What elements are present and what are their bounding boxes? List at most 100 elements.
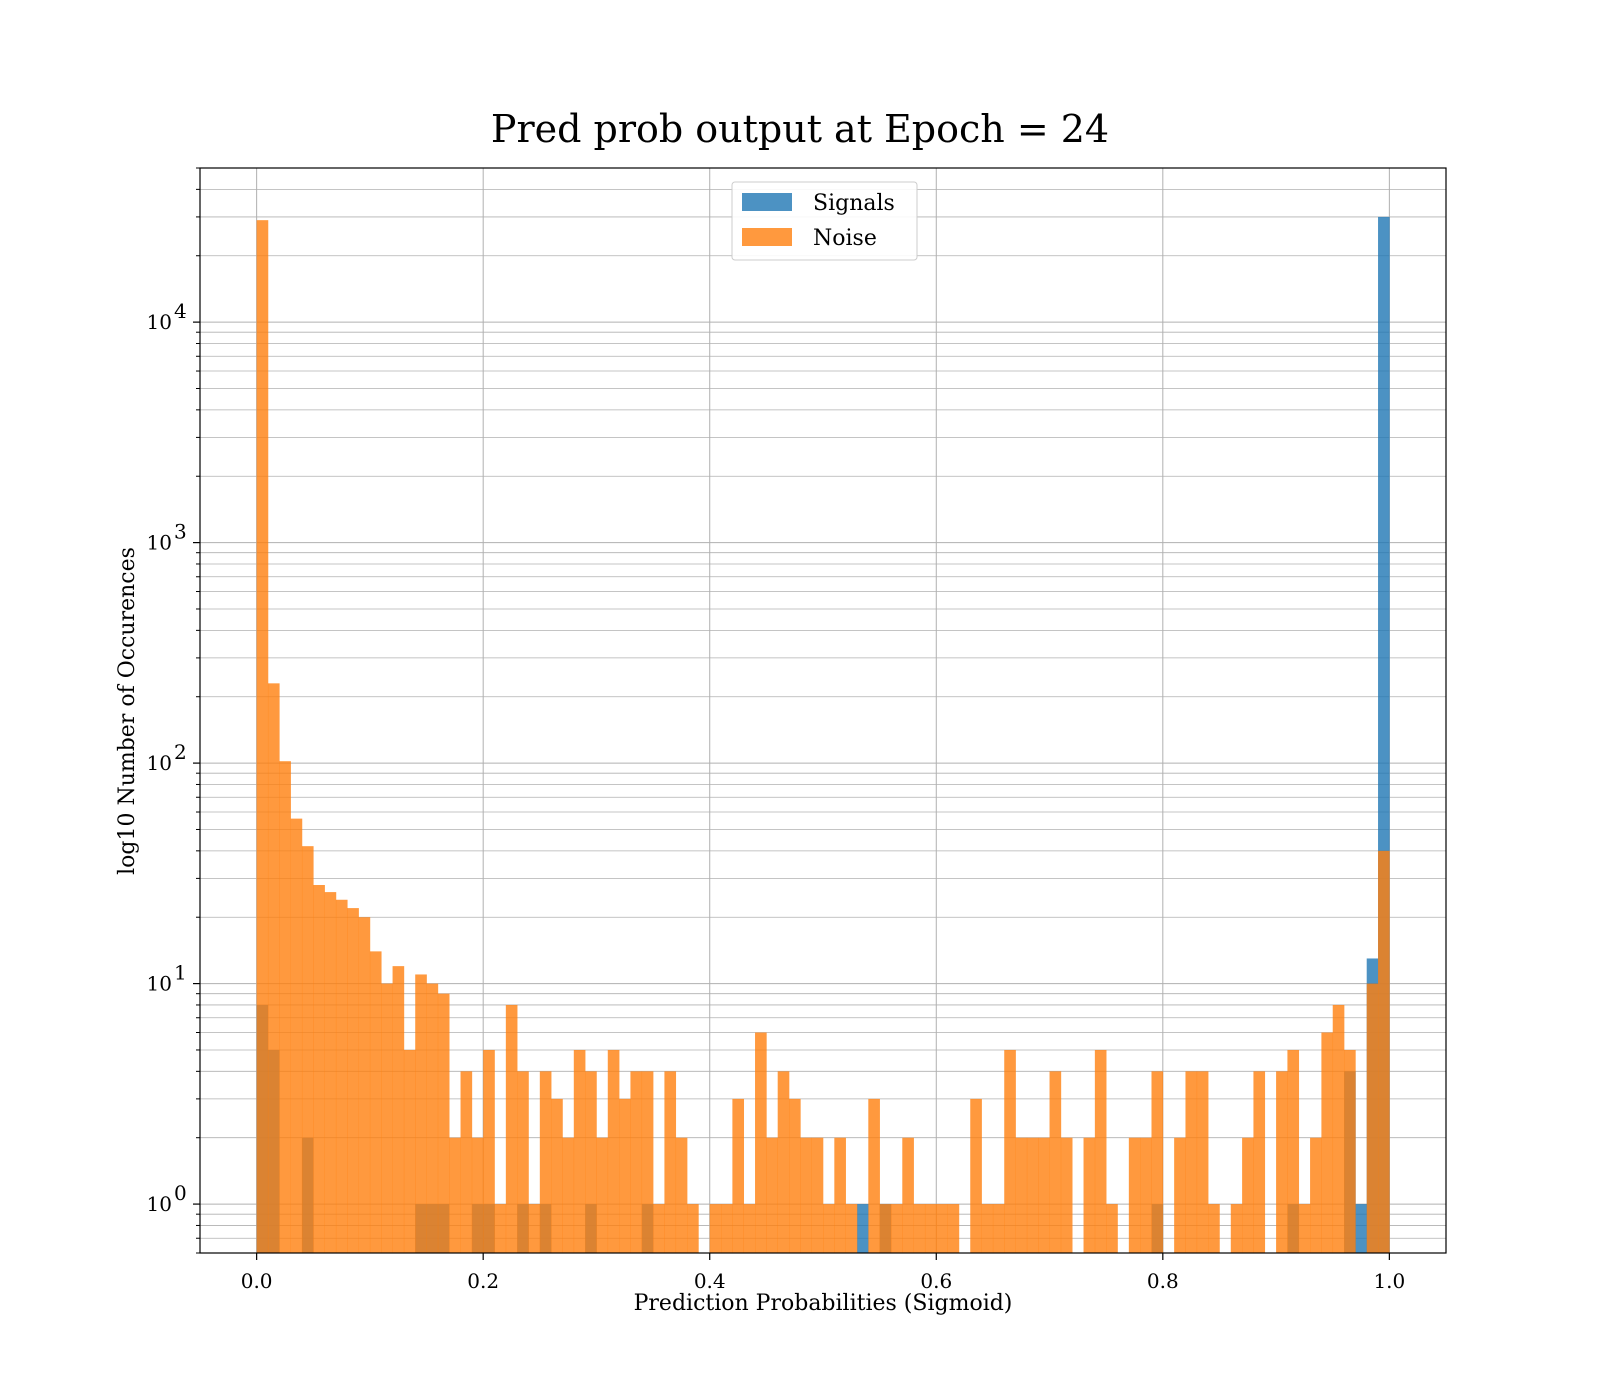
- bar-noise: [290, 818, 303, 1253]
- bar-noise: [313, 884, 325, 1253]
- bar-noise: [1094, 1049, 1107, 1253]
- x-tick-label: 0.6: [920, 1269, 952, 1293]
- bar-noise: [528, 1204, 541, 1253]
- bar-noise: [709, 1204, 722, 1253]
- bar-noise: [755, 1032, 767, 1253]
- bar-noise: [1128, 1137, 1141, 1253]
- bar-noise: [1004, 1049, 1016, 1253]
- bar-noise: [630, 1071, 643, 1253]
- series-noise: [256, 220, 1390, 1253]
- bar-noise: [403, 1049, 416, 1253]
- bar-noise: [1310, 1137, 1322, 1253]
- y-tick-exponent: 3: [174, 520, 187, 544]
- bar-noise: [777, 1071, 790, 1253]
- bar-noise: [335, 899, 348, 1253]
- bar-noise: [1038, 1137, 1050, 1253]
- bar-noise: [1298, 1204, 1311, 1253]
- bar-noise: [1060, 1137, 1073, 1253]
- bar-noise: [573, 1049, 586, 1253]
- bar-noise: [437, 993, 450, 1253]
- bar-noise: [1083, 1137, 1096, 1253]
- bar-noise: [267, 683, 280, 1253]
- bar-noise: [811, 1137, 824, 1253]
- bar-noise: [1242, 1137, 1254, 1253]
- legend-label-signals: Signals: [813, 191, 895, 216]
- bar-noise: [449, 1137, 461, 1253]
- x-axis-label: Prediction Probabilities (Sigmoid): [634, 1291, 1013, 1316]
- bar-noise: [879, 1204, 892, 1253]
- bar-noise: [789, 1098, 801, 1253]
- bar-noise: [664, 1071, 677, 1253]
- bar-noise: [902, 1137, 914, 1253]
- bar-noise: [653, 1204, 665, 1253]
- bar-noise: [539, 1071, 552, 1253]
- bar-noise: [585, 1071, 597, 1253]
- bar-noise: [505, 1004, 518, 1253]
- x-tick-label: 0.2: [467, 1269, 499, 1293]
- legend: Signals Noise: [731, 181, 918, 261]
- y-tick-label: 10: [147, 1192, 172, 1216]
- bar-noise: [483, 1049, 495, 1253]
- bar-noise: [1230, 1204, 1243, 1253]
- legend-swatch-signals: [742, 193, 792, 211]
- y-tick-exponent: 1: [174, 961, 187, 985]
- bar-noise: [687, 1204, 699, 1253]
- x-tick-label: 0.8: [1147, 1269, 1179, 1293]
- bar-noise: [743, 1204, 756, 1253]
- bar-noise: [913, 1204, 926, 1253]
- bar-noise: [551, 1098, 563, 1253]
- bar-noise: [358, 917, 371, 1253]
- x-tick-label: 0.4: [694, 1269, 726, 1293]
- plot-frame: [199, 167, 1447, 1254]
- bar-noise: [992, 1204, 1005, 1253]
- bar-noise: [675, 1137, 688, 1253]
- bar-noise: [607, 1049, 620, 1253]
- bar-noise: [1049, 1071, 1062, 1253]
- bar-noise: [924, 1204, 937, 1253]
- y-tick-label: 10: [147, 531, 172, 555]
- bar-noise: [347, 908, 359, 1253]
- bar-noise: [732, 1098, 745, 1253]
- bar-noise: [324, 892, 337, 1253]
- bar-noise: [1140, 1137, 1152, 1253]
- y-tick-exponent: 0: [174, 1181, 187, 1205]
- bar-noise: [823, 1204, 835, 1253]
- bar-noise: [1378, 850, 1390, 1253]
- bar-noise: [494, 1204, 507, 1253]
- bar-noise: [970, 1098, 982, 1253]
- bar-noise: [800, 1137, 812, 1253]
- bar-noise: [460, 1071, 473, 1253]
- legend-swatch-noise: [742, 228, 792, 246]
- bar-noise: [1287, 1049, 1300, 1253]
- bar-noise: [369, 951, 382, 1253]
- y-tick-exponent: 4: [174, 299, 187, 323]
- y-tick-exponent: 2: [174, 740, 187, 764]
- bar-noise: [1276, 1071, 1288, 1253]
- bar-noise: [1332, 1004, 1345, 1253]
- bar-noise: [381, 983, 393, 1253]
- bar-noise: [845, 1204, 858, 1253]
- bar-noise: [947, 1204, 960, 1253]
- bar-noise: [392, 966, 405, 1253]
- y-tick-label: 10: [147, 751, 172, 775]
- bar-noise: [981, 1204, 994, 1253]
- bar-noise: [279, 761, 291, 1253]
- bar-noise: [1366, 983, 1379, 1253]
- bars-layer: [256, 216, 1390, 1254]
- y-tick-label: 10: [147, 972, 172, 996]
- x-tick-label: 0.0: [241, 1269, 273, 1293]
- bar-noise: [1253, 1071, 1266, 1253]
- x-ticks: 0.0 0.2 0.4 0.6 0.8 1.0: [241, 1253, 1405, 1293]
- bar-signals: [1378, 216, 1390, 1254]
- bar-noise: [1196, 1071, 1209, 1253]
- legend-label-noise: Noise: [813, 226, 877, 251]
- bar-noise: [301, 846, 314, 1253]
- bar-noise: [1344, 1049, 1356, 1253]
- bar-noise: [641, 1071, 654, 1253]
- bar-noise: [834, 1137, 846, 1253]
- x-tick-label: 1.0: [1373, 1269, 1405, 1293]
- bar-signals: [856, 1204, 869, 1253]
- bar-noise: [596, 1137, 609, 1253]
